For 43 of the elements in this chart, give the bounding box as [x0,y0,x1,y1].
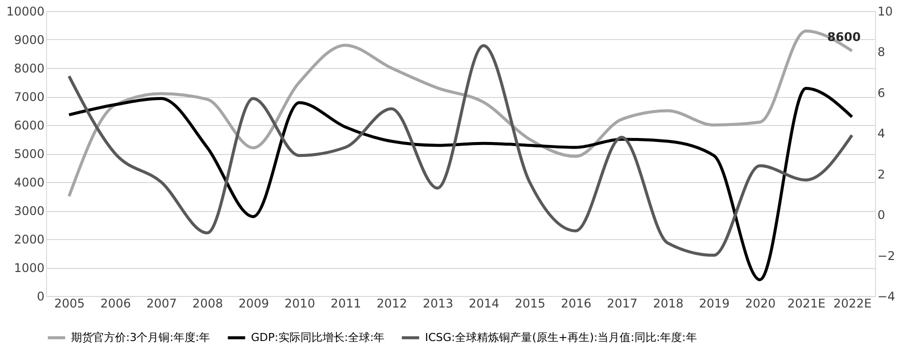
y2-tick-label: 6 [878,86,886,100]
y-tick-label: 4000 [14,176,44,190]
y-tick-label: 7000 [14,90,44,104]
x-tick-label: 2015 [514,296,546,310]
legend-label: GDP:实际同比增长:全球:年 [251,330,385,344]
x-tick-label: 2008 [192,296,223,310]
y-tick-label: 2000 [14,232,44,246]
y-tick-label: 10000 [6,4,44,18]
x-tick-label: 2007 [146,296,177,310]
y2-tick-label: 2 [878,167,886,182]
y2-tick-label: −2 [878,248,896,263]
line-series [68,44,854,257]
x-tick-label: 2022E [833,296,872,310]
y-tick-label: 3000 [14,204,44,218]
line-series [68,86,854,282]
x-tick-label: 2016 [560,296,592,310]
x-tick-label: 2019 [699,296,730,310]
y-tick-label: 9000 [14,33,44,47]
y-tick-label: 5000 [14,147,44,161]
x-tick-label: 2020 [745,296,776,310]
x-tick-label: 2021E [787,296,826,310]
y-tick-label: 1000 [14,261,44,275]
y2-tick-label: −4 [878,290,896,304]
x-tick-label: 2010 [284,296,316,310]
x-tick-label: 2012 [376,296,408,310]
y2-tick-label: 8 [878,45,886,60]
annotation: 8600 [827,30,861,44]
x-tick-label: 2011 [330,296,362,310]
legend-label: ICSG:全球精炼铜产量(原生+再生):当月值:同比:年度:年 [425,330,697,344]
y-tick-label: 6000 [14,118,44,132]
x-tick-label: 2017 [606,296,638,310]
y-tick-label: 8000 [14,62,44,76]
x-tick-label: 2013 [422,296,454,310]
x-tick-label: 2005 [54,296,85,310]
y2-tick-label: 4 [878,126,886,141]
legend-label: 期货官方价:3个月铜:年度:年 [71,330,210,344]
x-tick-label: 2006 [100,296,131,310]
y-tick-label: 0 [36,290,44,304]
x-tick-label: 2014 [468,296,500,310]
x-tick-label: 2009 [238,296,270,310]
y2-tick-label: 0 [878,208,886,222]
x-tick-label: 2018 [652,296,684,310]
y2-tick-label: 10 [878,4,893,18]
